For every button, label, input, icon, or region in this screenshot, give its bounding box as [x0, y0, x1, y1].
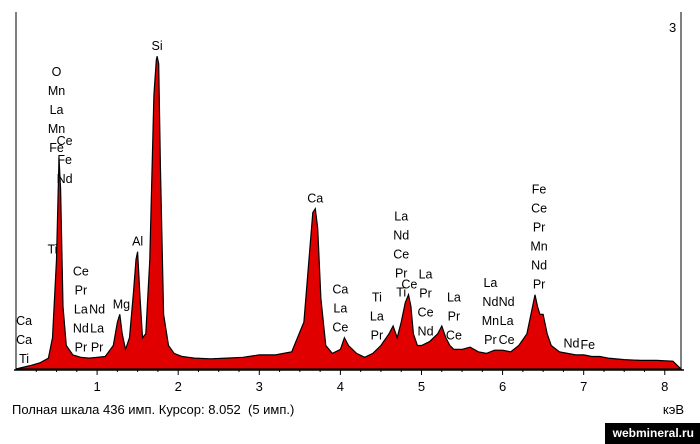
- x-tick-label: 2: [175, 379, 182, 394]
- peak-element-label: Nd: [531, 259, 547, 273]
- peak-element-label: Ce: [393, 248, 409, 262]
- peak-element-label: Ti: [19, 352, 29, 366]
- peak-element-label: Pr: [395, 267, 408, 281]
- peak-element-label: Nd: [73, 321, 89, 335]
- peak-element-label: Si: [152, 39, 163, 53]
- peak-element-label: Mg: [113, 297, 130, 311]
- spectrum-area-layer: [15, 56, 683, 370]
- peak-element-label: Al: [132, 235, 143, 249]
- peak-element-label: Pr: [448, 310, 461, 324]
- peak-element-label: La: [394, 210, 408, 224]
- peak-element-label: Ti: [48, 243, 58, 257]
- peak-element-label: La: [90, 321, 104, 335]
- peak-element-label: La: [483, 276, 497, 290]
- x-tick-layer: 1 2 3 4 5 6 7 8: [35, 369, 668, 394]
- peak-element-label: Nd: [89, 302, 105, 316]
- peak-element-label: Ce: [418, 306, 434, 320]
- peak-element-label: La: [333, 302, 347, 316]
- peak-element-label: Ce: [446, 329, 462, 343]
- peak-element-label: Pr: [371, 329, 384, 343]
- spectrum-area: [15, 56, 683, 370]
- peak-element-label: Pr: [533, 278, 546, 292]
- peak-element-label: Ti: [372, 291, 382, 305]
- x-tick-label: 1: [93, 379, 100, 394]
- peak-element-label: La: [370, 310, 384, 324]
- peak-element-label: La: [74, 302, 88, 316]
- peak-element-label: Ca: [307, 192, 323, 206]
- cursor-marker-label: 3: [669, 20, 677, 35]
- peak-element-label: O: [52, 65, 62, 79]
- x-tick-label: 4: [337, 379, 344, 394]
- peak-element-label: Nd: [482, 295, 498, 309]
- peak-element-label: Fe: [580, 338, 595, 352]
- x-axis-unit-label: кэВ: [662, 402, 684, 417]
- peak-element-label: Pr: [533, 221, 546, 235]
- peak-element-label: Fe: [532, 183, 547, 197]
- peak-element-label: Nd: [393, 229, 409, 243]
- x-tick-label: 5: [418, 379, 425, 394]
- peak-element-label: Ca: [332, 283, 348, 297]
- peak-element-label: Ce: [531, 202, 547, 216]
- peak-element-label: Pr: [484, 333, 497, 347]
- x-tick-label: 6: [499, 379, 506, 394]
- peak-element-label: La: [447, 291, 461, 305]
- peak-element-label: Pr: [419, 287, 432, 301]
- peak-element-label: Pr: [75, 340, 88, 354]
- peak-element-label: Ti: [396, 286, 406, 300]
- peak-element-label: Fe: [57, 153, 72, 167]
- peak-element-label: Nd: [418, 325, 434, 339]
- peak-element-label: Mn: [48, 84, 65, 98]
- peak-element-label: Pr: [75, 283, 88, 297]
- peak-label-layer: OMnLaMnFeTiCaCaTiCeFeNdCePrLaNdPrNdLaPrM…: [16, 39, 595, 366]
- peak-element-label: Nd: [564, 336, 580, 350]
- peak-element-label: Ce: [332, 321, 348, 335]
- peak-element-label: Ca: [16, 333, 32, 347]
- peak-element-label: Ce: [73, 264, 89, 278]
- peak-element-label: Ce: [401, 278, 417, 292]
- peak-element-label: Mn: [530, 240, 547, 254]
- peak-element-label: Nd: [57, 172, 73, 186]
- status-bar-text: Полная шкала 436 имп. Курсор: 8.052 (5 и…: [12, 402, 295, 417]
- peak-element-label: La: [419, 268, 433, 282]
- watermark: webmineral.ru: [604, 423, 700, 444]
- peak-element-label: La: [500, 314, 514, 328]
- peak-element-label: Ce: [57, 134, 73, 148]
- peak-element-label: Fe: [49, 141, 64, 155]
- peak-element-label: La: [50, 103, 64, 117]
- peak-element-label: Nd: [499, 295, 515, 309]
- peak-element-label: Mn: [482, 314, 499, 328]
- peak-element-label: Mn: [48, 122, 65, 136]
- x-tick-label: 8: [661, 379, 668, 394]
- x-tick-label: 7: [580, 379, 587, 394]
- peak-element-label: Ce: [499, 333, 515, 347]
- peak-element-label: Pr: [91, 340, 104, 354]
- peak-element-label: Ca: [16, 314, 32, 328]
- x-tick-label: 3: [256, 379, 263, 394]
